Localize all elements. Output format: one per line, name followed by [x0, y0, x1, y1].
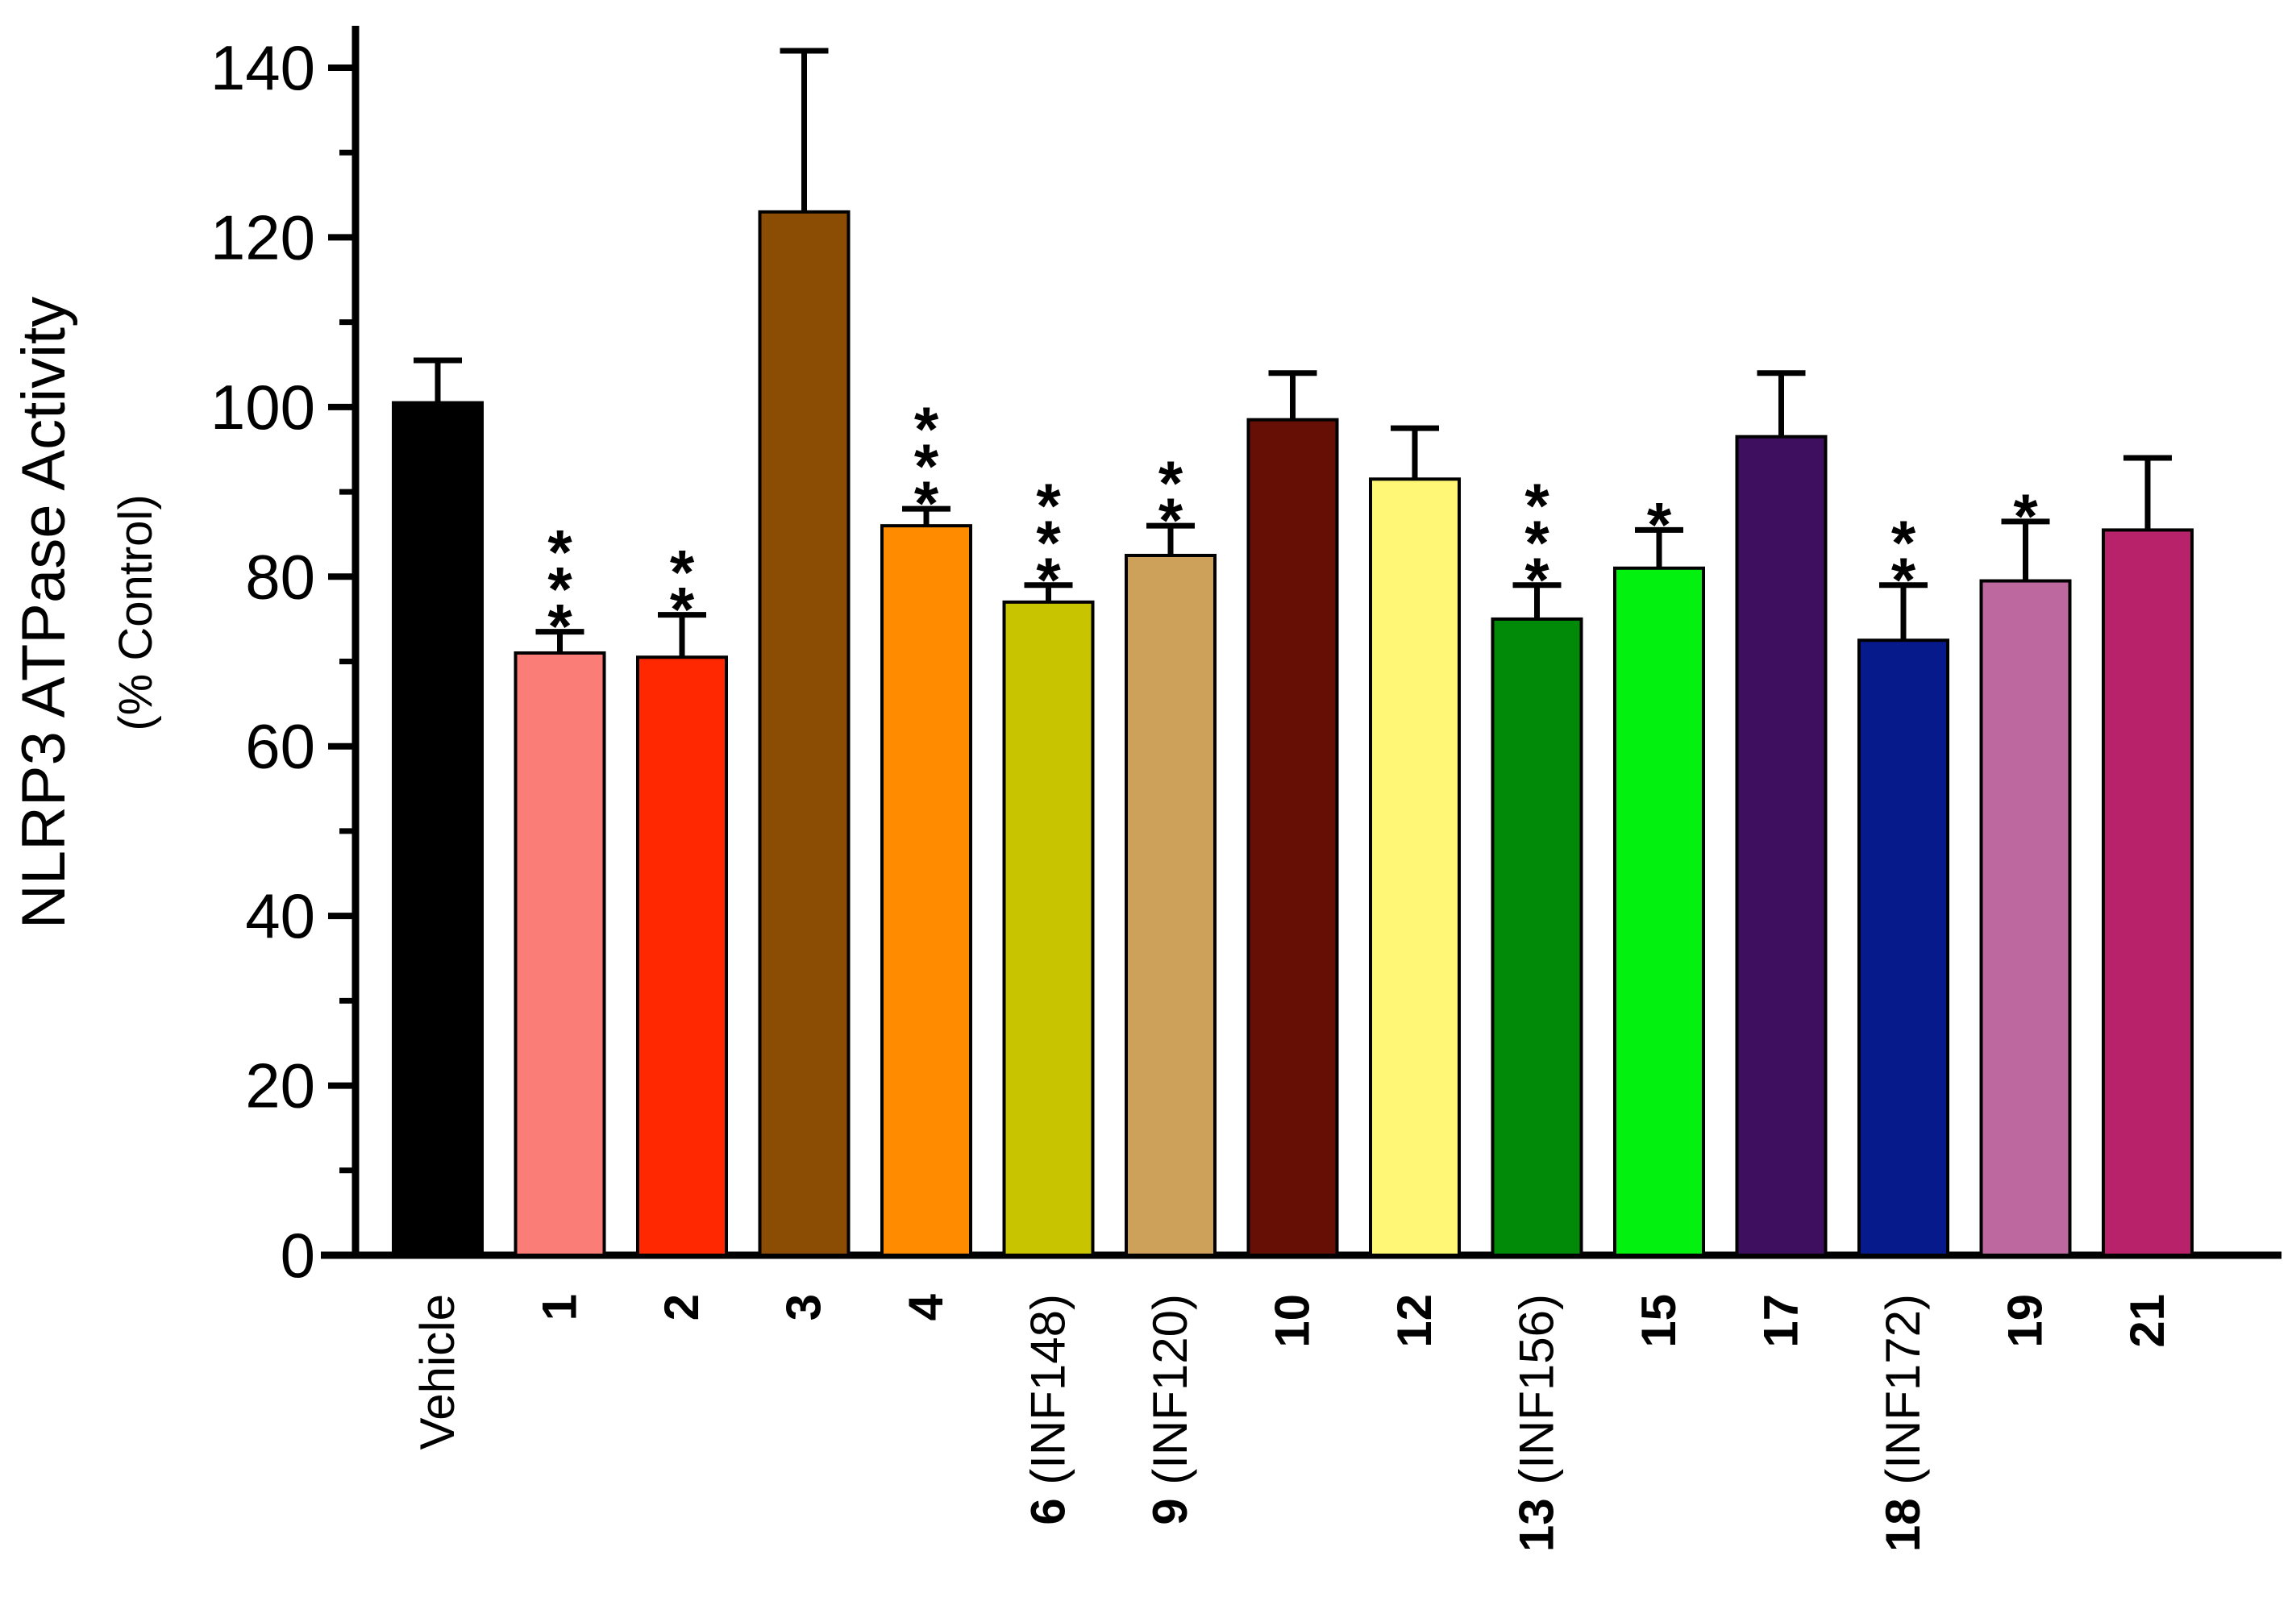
- category-number: 10: [1266, 1294, 1320, 1348]
- bar: [1369, 477, 1461, 1257]
- category-label: 4: [899, 1293, 953, 1321]
- category-number: 13: [1510, 1498, 1564, 1552]
- bar: [1491, 617, 1583, 1257]
- significance-star: *: [1647, 489, 1672, 559]
- y-tick-label: 40: [245, 880, 315, 951]
- bar: [1613, 566, 1705, 1257]
- category-name: (INF148): [1021, 1294, 1075, 1498]
- category-label: 19: [1999, 1294, 2053, 1348]
- bars: [392, 210, 2194, 1258]
- significance-star: *: [547, 554, 572, 625]
- bar: [636, 655, 728, 1257]
- y-tick-label: 60: [245, 711, 315, 782]
- y-axis-subtitle: (% Control): [110, 494, 162, 730]
- category-number: 18: [1876, 1498, 1930, 1552]
- error-bars: [414, 48, 2172, 658]
- category-name: Vehicle: [410, 1294, 464, 1450]
- significance-star: *: [1158, 447, 1183, 518]
- significance-star: *: [1158, 485, 1183, 555]
- category-label: 6 (INF148): [1021, 1294, 1075, 1525]
- category-number: 19: [1999, 1294, 2053, 1348]
- significance-star: *: [914, 430, 939, 501]
- significance-star: *: [670, 574, 695, 645]
- category-label: 2: [655, 1294, 709, 1321]
- category-number: 1: [533, 1294, 587, 1321]
- significance-star: *: [914, 468, 939, 539]
- significance-star: *: [1524, 470, 1549, 541]
- category-label: 3: [777, 1294, 831, 1321]
- category-label: 10: [1266, 1294, 1320, 1348]
- category-number: 4: [899, 1293, 953, 1321]
- significance-star: *: [1036, 507, 1061, 578]
- significance-star: *: [547, 517, 572, 588]
- significance-star: *: [1891, 544, 1916, 615]
- significance-star: *: [914, 393, 939, 464]
- bar: [1002, 600, 1095, 1257]
- category-label: 13 (INF156): [1510, 1294, 1564, 1552]
- y-tick-label: 80: [245, 541, 315, 612]
- category-label: 17: [1754, 1294, 1808, 1348]
- category-number: 12: [1387, 1294, 1441, 1348]
- bar: [514, 651, 606, 1257]
- y-axis-title: NLRP3 ATPase Activity: [10, 297, 78, 929]
- category-name: (INF172): [1876, 1294, 1930, 1498]
- y-tick-label: 0: [281, 1220, 315, 1291]
- bar: [1857, 638, 1949, 1257]
- category-number: 3: [777, 1294, 831, 1321]
- bar: [1735, 435, 1828, 1257]
- significance-star: *: [1524, 544, 1549, 615]
- significance-star: *: [1036, 544, 1061, 615]
- category-number: 15: [1632, 1294, 1686, 1348]
- category-number: 21: [2120, 1294, 2174, 1348]
- bar: [1979, 579, 2072, 1257]
- bar: [1125, 553, 1217, 1257]
- y-axis: 0 20 40 60 80 100 120 140: [210, 26, 360, 1291]
- y-tick-label: 120: [210, 202, 315, 272]
- category-number: 9: [1143, 1498, 1197, 1524]
- y-tick-label: 100: [210, 372, 315, 443]
- category-label: Vehicle: [410, 1294, 464, 1450]
- category-number: 6: [1021, 1498, 1075, 1524]
- category-label: 15: [1632, 1294, 1686, 1348]
- bar: [2102, 528, 2194, 1257]
- category-label: 21: [2120, 1294, 2174, 1348]
- category-name: (INF156): [1510, 1294, 1564, 1498]
- significance-star: *: [1524, 507, 1549, 578]
- category-label: 18 (INF172): [1876, 1294, 1930, 1552]
- significance-labels: *********** ***** *** *: [547, 393, 2038, 662]
- category-number: 2: [655, 1294, 709, 1321]
- bar: [1246, 418, 1339, 1257]
- category-label: 9 (INF120): [1143, 1294, 1197, 1525]
- significance-star: *: [2013, 480, 2038, 551]
- category-label: 12: [1387, 1294, 1441, 1348]
- bar: [392, 401, 484, 1257]
- category-label: 1: [533, 1294, 587, 1321]
- bar: [758, 210, 851, 1258]
- y-tick-label: 140: [210, 32, 315, 103]
- category-name: (INF120): [1143, 1294, 1197, 1498]
- significance-star: *: [670, 537, 695, 608]
- bar: [880, 524, 972, 1257]
- significance-star: *: [1036, 470, 1061, 541]
- significance-star: *: [547, 591, 572, 662]
- y-tick-label: 20: [245, 1050, 315, 1121]
- significance-star: *: [1891, 507, 1916, 578]
- category-number: 17: [1754, 1294, 1808, 1348]
